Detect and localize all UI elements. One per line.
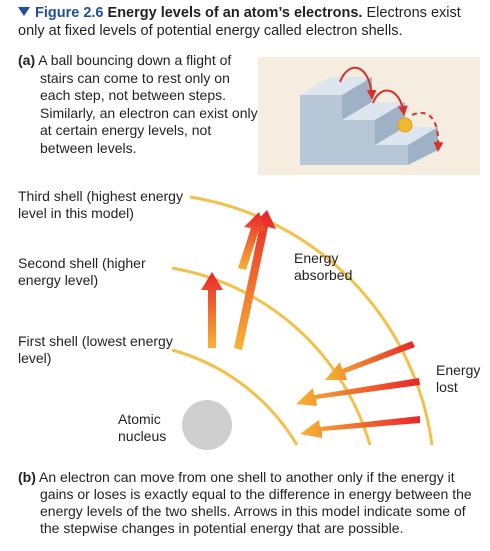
energy-lost-label: Energy lost — [436, 362, 481, 395]
part-a-text: (a) A ball bouncing down a flight of sta… — [18, 52, 258, 157]
stairs-icon — [300, 77, 438, 165]
absorbed-arrow-first-to-second — [201, 272, 223, 348]
atomic-nucleus-label: Atomic nucleus — [118, 411, 167, 444]
ball-icon — [397, 117, 413, 133]
atomic-nucleus-icon — [182, 400, 232, 450]
first-shell-arc — [171, 348, 299, 446]
absorbed-arrow-first-to-third — [234, 210, 276, 350]
bounce-arrow-3 — [411, 111, 444, 152]
part-b-text: (b) An electron can move from one shell … — [18, 469, 480, 537]
lost-arrow-third-to-second — [325, 341, 415, 380]
part-b-body: An electron can move from one shell to a… — [39, 469, 472, 536]
absorbed-arrow-second-to-third — [238, 212, 266, 270]
part-a-body: A ball bouncing down a flight of stairs … — [38, 52, 258, 156]
third-shell-label: Third shell (highest energy level in thi… — [18, 188, 183, 221]
lost-arrow-third-to-first — [296, 378, 420, 406]
first-shell-label: First shell (lowest energy level) — [18, 333, 173, 366]
second-shell-label: Second shell (higher energy level) — [18, 255, 146, 288]
lost-arrow-third-to-nucleus-level — [300, 416, 420, 438]
third-shell-arc — [189, 195, 434, 446]
triangle-marker-icon — [18, 7, 30, 16]
energy-absorbed-label: Energy absorbed — [294, 250, 353, 283]
caption-text: Electrons exist only at fixed levels of … — [18, 5, 461, 39]
part-a-label: (a) — [18, 52, 36, 68]
part-b-label: (b) — [18, 469, 36, 485]
bounce-arrow-2 — [372, 89, 408, 116]
figure-caption: Figure 2.6 Energy levels of an atom’s el… — [18, 4, 480, 40]
figure-label: Figure 2.6 — [35, 5, 104, 21]
figure-title: Energy levels of an atom’s electrons. — [107, 5, 363, 21]
bounce-arrow-1 — [339, 66, 377, 100]
